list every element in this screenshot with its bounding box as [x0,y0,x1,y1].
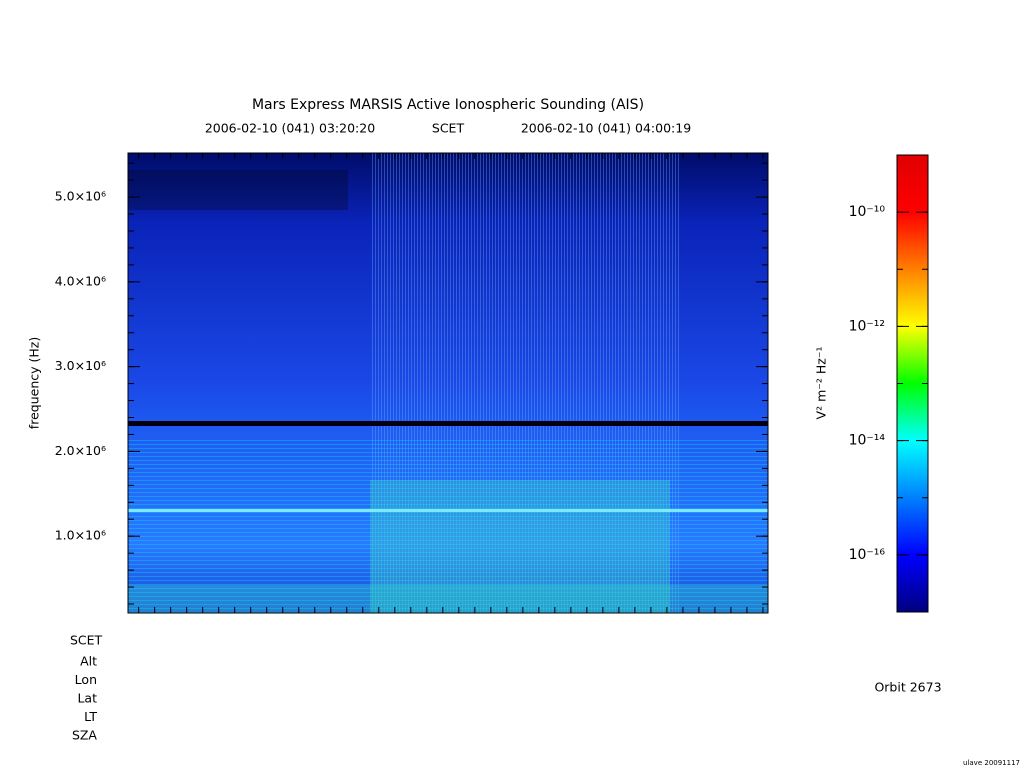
colorbar-tick-label: 10⁻¹² [849,318,885,334]
orbit-label: Orbit 2673 [874,680,941,695]
start-time: 2006-02-10 (041) 03:20:20 [205,121,375,136]
ephemeris-row-label: Alt [80,654,97,669]
ephemeris-row-label: SZA [72,728,97,743]
ephemeris-row-label: Lat [77,691,97,706]
y-axis-label: frequency (Hz) [27,337,42,429]
colorbar-tick-label: 10⁻¹⁴ [849,433,886,449]
y-tick-label: 5.0×10⁶ [55,189,106,204]
spectrogram-image [128,153,768,613]
ephemeris-row-label: LT [84,709,97,724]
y-tick-label: 3.0×10⁶ [55,358,106,373]
chart-title: Mars Express MARSIS Active Ionospheric S… [252,97,644,113]
colorbar-tick-label: 10⁻¹⁶ [849,547,886,563]
colorbar-label: V² m⁻² Hz⁻¹ [814,347,829,420]
plot-frame [127,152,769,614]
y-tick-label: 1.0×10⁶ [55,528,106,543]
y-tick-label: 4.0×10⁶ [55,273,106,288]
y-tick-label: 2.0×10⁶ [55,443,106,458]
colorbar-tick-label: 10⁻¹⁰ [849,204,886,220]
ephemeris-row-label: Lon [75,672,97,687]
end-time: 2006-02-10 (041) 04:00:19 [521,121,691,136]
ephemeris-header: SCET [70,633,103,648]
time-label: SCET [432,121,465,136]
footer: ulave 20091117 [963,759,1020,767]
